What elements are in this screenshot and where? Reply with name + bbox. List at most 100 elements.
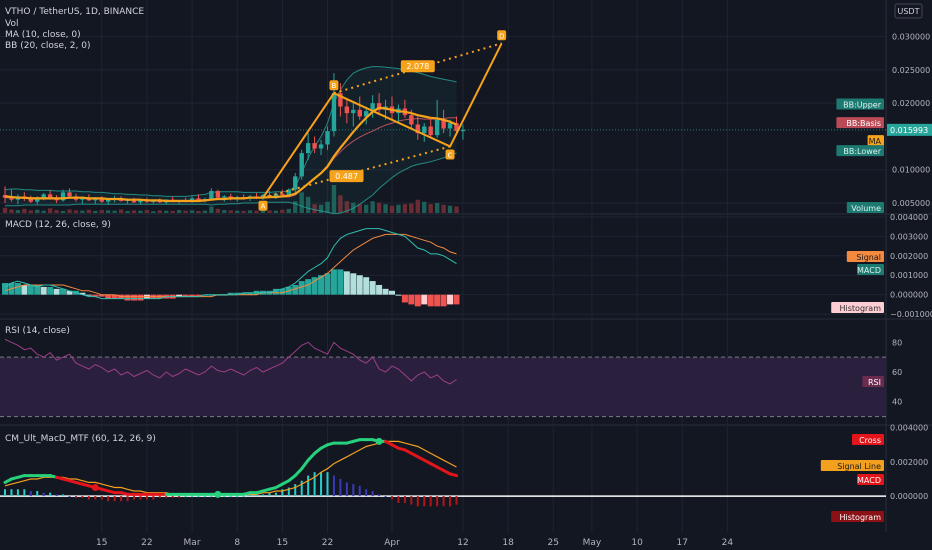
rsi-pane[interactable]: RSI — [0, 338, 886, 418]
price-tick-label: 0.020000 — [892, 99, 930, 108]
cm-macd-pane[interactable]: Cross Signal Line MACD Histogram — [0, 434, 886, 522]
cm-histogram-bar — [300, 480, 303, 497]
cm-histogram-bar — [268, 492, 271, 497]
cm-legend: CM_Ult_MacD_MTF (60, 12, 26, 9) — [5, 434, 156, 444]
macd-histogram-tag: Histogram — [840, 304, 882, 313]
macd-histogram-bar — [421, 294, 428, 305]
ratio-label-bd-bg — [400, 60, 435, 73]
time-tick-label: 24 — [722, 538, 734, 548]
pattern-point-marker — [445, 149, 455, 160]
cm-signal-tag-bg — [820, 460, 884, 471]
rsi-legend: RSI (14, close) — [5, 326, 70, 336]
time-tick-label: 15 — [277, 538, 288, 548]
macd-histogram-bar — [350, 273, 357, 295]
cm-histogram-bar — [281, 489, 284, 497]
time-tick-label: 18 — [502, 538, 514, 548]
volume-bar — [293, 201, 298, 213]
volume-bar — [454, 206, 459, 213]
candle-body — [138, 200, 143, 203]
price-tick-label: 0.030000 — [892, 33, 930, 42]
cm-cross-marker — [375, 437, 383, 445]
candle-body — [312, 143, 317, 149]
cm-histogram-bar — [81, 496, 84, 498]
cm-histogram-bar — [455, 496, 458, 505]
candle-body — [280, 193, 285, 196]
macd-histogram-bar — [382, 288, 389, 295]
macd-histogram-bar — [124, 294, 131, 301]
cm-histogram-bar — [165, 496, 168, 498]
cm-macd-segment — [448, 472, 458, 478]
macd-histogram-bar — [440, 294, 447, 307]
cm-histogram-bar — [94, 496, 97, 500]
macd-histogram-bar — [363, 277, 370, 295]
cm-histogram-bar — [229, 496, 232, 498]
cm-histogram-bar — [378, 494, 381, 497]
volume-bar — [370, 201, 375, 213]
cm-histogram-bar — [223, 496, 226, 498]
symbol-title: VTHO / TetherUS, 1D, BINANCE — [5, 7, 144, 17]
macd-histogram-bar — [66, 290, 73, 295]
cm-histogram-bar — [294, 484, 297, 497]
time-tick-label: 8 — [234, 538, 240, 548]
cm-histogram-bar — [365, 489, 368, 497]
volume-bar — [299, 192, 304, 213]
bb-lower-line — [5, 152, 457, 215]
time-axis[interactable]: 15 22 Mar 8 15 22 Apr 12 18 25 May 10 17 24 — [96, 538, 733, 548]
time-tick-label: May — [583, 538, 602, 548]
candle-body — [41, 194, 46, 198]
macd-histogram-bar — [47, 286, 54, 295]
bb-basis-tag: BB:Basis — [846, 119, 881, 128]
cm-histogram-bar — [320, 472, 323, 497]
time-tick-label: 12 — [457, 538, 468, 548]
volume-bar — [396, 204, 401, 213]
volume-bar — [428, 204, 433, 213]
macd-histogram-bar — [272, 288, 279, 295]
macd-histogram-bar — [318, 275, 325, 295]
macd-histogram-bar — [21, 284, 28, 295]
macd-histogram-bar — [369, 281, 376, 295]
cm-macd-tag: MACD — [857, 476, 881, 485]
cm-histogram-bar — [326, 472, 329, 497]
rsi-line — [4, 338, 457, 385]
cm-histogram-bar — [449, 496, 452, 507]
vol-legend: Vol — [5, 19, 18, 29]
volume-bar — [389, 205, 395, 213]
volume-bar — [176, 210, 182, 213]
volume-bar — [144, 210, 150, 213]
macd-histogram-bar — [189, 294, 196, 297]
candle-body — [447, 123, 453, 129]
volume-bar — [189, 210, 195, 213]
price-axis[interactable]: 0.030000 0.025000 0.020000 0.010000 0.005000… — [887, 33, 932, 501]
volume-bar — [131, 210, 137, 213]
macd-macd-tag: MACD — [857, 266, 881, 275]
candle-body — [9, 197, 14, 200]
macd-signal-tag: Signal — [856, 253, 881, 262]
candle-body — [28, 199, 33, 202]
volume-bar — [196, 210, 201, 213]
harmonic-ratio-line-bd — [333, 42, 502, 95]
currency-badge[interactable]: USDT — [894, 3, 923, 19]
price-pane[interactable]: 2.078 0.487 A B C D BB:Upper BB:Basis MABB:Lower… — [0, 30, 886, 215]
macd-histogram-bar — [105, 294, 112, 299]
cm-tick-label: 0.000000 — [890, 492, 928, 501]
macd-histogram-bar — [453, 294, 460, 305]
cm-histogram-bar — [345, 482, 348, 497]
macd-histogram-bar — [311, 277, 318, 295]
cm-histogram-bar — [139, 496, 142, 500]
cm-histogram-bar — [397, 496, 400, 503]
candle-body — [351, 109, 356, 114]
cm-signal-tag: Signal Line — [837, 462, 881, 471]
macd-histogram-bar — [447, 294, 454, 305]
volume-bar — [73, 210, 79, 213]
cm-histogram-bar — [120, 496, 123, 502]
candle-body — [338, 93, 343, 107]
macd-pane[interactable]: Signal MACD Histogram — [2, 228, 884, 313]
rsi-tick-label: 60 — [892, 368, 902, 377]
ratio-label-ac-bg — [329, 170, 364, 183]
volume-bar — [441, 204, 446, 213]
candle-body — [318, 144, 324, 149]
volume-bar — [286, 208, 291, 213]
volume-bar — [344, 201, 350, 213]
volume-bar — [273, 210, 279, 213]
